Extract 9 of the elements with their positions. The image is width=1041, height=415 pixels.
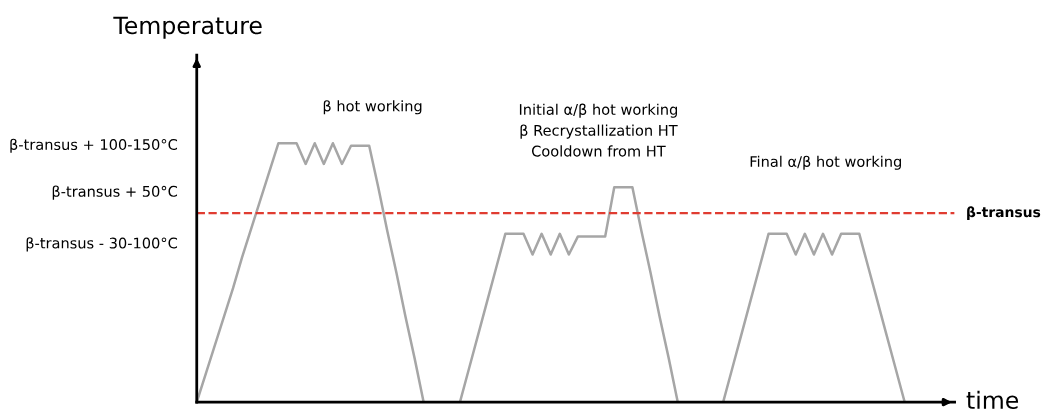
ref-line-label: β-transus <box>967 206 1041 220</box>
annotation: Final α/β hot working <box>750 155 901 170</box>
text: β-transus + 100-150°C <box>10 138 178 153</box>
text: β hot working <box>323 100 422 115</box>
annotation: Initial α/β hot working β Recrystallization HT Cooldown from HT <box>519 103 678 157</box>
y-axis-title: Temperature <box>113 16 262 39</box>
text: β-transus + 50°C <box>52 185 178 200</box>
text: β-transus - 30-100°C <box>26 237 178 252</box>
x-axis-title: time <box>966 390 1019 409</box>
